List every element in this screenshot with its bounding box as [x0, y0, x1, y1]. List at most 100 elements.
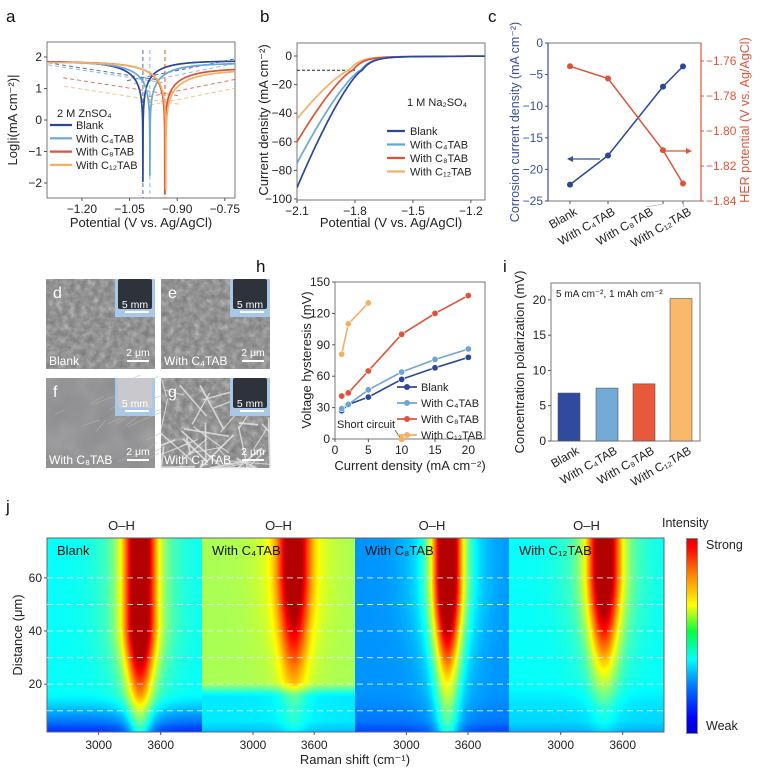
panel-label-c: c [488, 7, 497, 26]
sem-sample-label: With C₁₂TAB [164, 453, 231, 467]
fiber-crystal [237, 447, 263, 469]
fiber-crystal [230, 460, 271, 465]
right-y-tick-label: −1.82 [706, 159, 737, 173]
legend-label: With C₁₂TAB [76, 160, 138, 172]
sem-scale-label: 2 μm [241, 446, 265, 458]
y-axis-label: Distance (μm) [10, 594, 25, 675]
fiber-crystal [267, 417, 271, 469]
y-tick-label: 0 [35, 113, 42, 127]
colorbar-max-label: Strong [706, 538, 743, 552]
y-tick-label: 150 [310, 275, 330, 289]
x-tick-label: −1.8 [343, 204, 367, 218]
fiber-crystal [160, 465, 195, 469]
y-tick-label: −10 [523, 99, 544, 113]
sem-panel-letter: d [53, 285, 62, 302]
hysteresis-point [398, 375, 406, 383]
bar [595, 387, 619, 442]
raman-heatmap [509, 538, 664, 732]
sem-panel-letter: e [168, 285, 177, 302]
sem-sample-label: With C₄TAB [164, 354, 227, 368]
raman-heatmap [47, 538, 202, 732]
legend-label: With C₈TAB [421, 414, 479, 426]
x-tick-label: 3600 [609, 738, 636, 752]
corrosion-current-point [680, 63, 686, 70]
anodic-tafel-line [148, 78, 235, 98]
fiber-crystal [160, 432, 195, 464]
platelet-edge [125, 415, 139, 427]
y-tick-label: −2 [28, 176, 42, 190]
peak-title: O–H [265, 518, 292, 533]
y-axis-label: Current density (mA cm⁻²) [256, 44, 271, 195]
panel-a-tafel-plot: −1.20 −1.05 −0.90 −0.75 −2 −1 0 1 2 2 M ZnSO₄Blan… [5, 41, 240, 230]
x-axis-label: Raman shift (cm⁻¹) [300, 752, 410, 767]
hysteresis-point [364, 386, 372, 394]
hysteresis-point [344, 389, 352, 397]
polarization-curve [47, 61, 235, 191]
y-tick-label: 0 [536, 36, 543, 50]
fiber-crystal [160, 446, 165, 469]
fiber-crystal [182, 438, 208, 463]
hysteresis-point [431, 364, 439, 372]
fiber-crystal [252, 428, 268, 451]
right-arrowhead-icon [686, 148, 692, 154]
platelet-edge [54, 409, 65, 415]
x-tick-label: 10 [395, 443, 409, 457]
legend-label: With C₁₂TAB [410, 167, 472, 179]
inset-photo [118, 378, 152, 408]
x-tick-label: 3000 [547, 738, 574, 752]
x-tick-label: 3600 [147, 738, 174, 752]
peak-title: O–H [108, 518, 135, 533]
x-axis-label: Potential (V vs. Ag/AgCl) [320, 215, 462, 230]
fiber-crystal [160, 432, 163, 437]
right-y-tick-label: −1.84 [706, 194, 737, 208]
y-tick-label: 90 [317, 338, 331, 352]
sem-sample-label: Blank [49, 354, 80, 368]
fiber-crystal [185, 437, 192, 456]
fiber-crystal [193, 426, 230, 454]
sem-scale-label: 2 μm [241, 347, 265, 359]
hysteresis-point [398, 368, 406, 376]
y-tick-label: −15 [523, 131, 544, 145]
raman-heatmap [202, 538, 355, 732]
corrosion-current-line [569, 65, 684, 186]
platelet-edge [95, 419, 107, 432]
inset-scale-label: 5 mm [237, 299, 264, 311]
y-tick-label: 10 [533, 363, 547, 377]
right-y-tick-label: −1.80 [706, 124, 737, 138]
sem-image-d: 5 mm d Blank 2 μm [46, 279, 155, 369]
platelet-edge [145, 452, 160, 461]
sample-label: With C₁₂TAB [519, 543, 592, 558]
fiber-crystal [179, 384, 207, 417]
fiber-crystal [180, 430, 221, 466]
hysteresis-line [340, 302, 369, 355]
hysteresis-point [364, 393, 372, 401]
legend-marker [404, 416, 410, 422]
panel-b-lsv-plot: −2.1 −1.8 −1.5 −1.2 0 −20 −40 −60 −80 −100 1 M Na₂… [256, 42, 486, 230]
inset-photo [233, 279, 267, 309]
panel-c-dual-axis-plot: 0 −5 −10 −15 −20 −25 −1.76 −1.78 −1.80 −1.82 −1.84… [508, 22, 752, 250]
colorbar-min-label: Weak [706, 719, 738, 733]
legend-marker [404, 384, 410, 390]
fiber-crystal [237, 426, 249, 469]
platelet-edge [92, 395, 115, 405]
y-tick-label: 60 [29, 571, 43, 585]
y-tick-label: 20 [29, 677, 43, 691]
raman-heatmap [355, 538, 509, 732]
hysteresis-point [364, 299, 372, 307]
x-tick-label: −1.5 [401, 204, 425, 218]
x-axis-label: Current density (mA cm⁻²) [334, 458, 485, 473]
inset-scale-label: 5 mm [122, 398, 149, 410]
y-axis-label: Log|i(mA cm⁻²)| [5, 75, 20, 166]
y-tick-label: −100 [265, 192, 292, 206]
inset-photo [118, 279, 152, 309]
heatmap-frame [46, 537, 665, 733]
legend-label: Blank [421, 382, 449, 394]
sample-label: With C₈TAB [365, 543, 434, 558]
hysteresis-point [398, 330, 406, 338]
cathodic-tafel-line [48, 64, 166, 84]
y-tick-label: 2 [35, 50, 42, 64]
x-tick-label: 3000 [85, 738, 112, 752]
short-circuit-point [398, 435, 405, 443]
y-tick-label: 5 [539, 399, 546, 413]
